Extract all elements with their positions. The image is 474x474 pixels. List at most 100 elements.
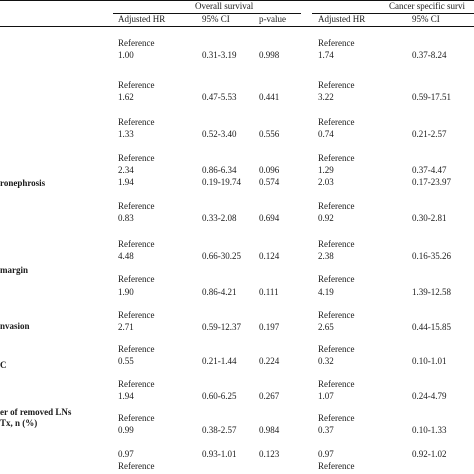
cell-os-adjusted-hr: 1.33 [118,129,134,139]
top-rule [0,0,474,1]
cell-css-adjusted-hr: Reference [318,153,355,163]
cell-os-adjusted-hr: Reference [118,461,155,471]
cell-css-adjusted-hr: 0.74 [318,129,334,139]
cell-css-adjusted-hr: Reference [318,461,355,471]
cell-css-adjusted-hr: Reference [318,310,355,320]
cell-css-95ci: 0.10-1.01 [412,356,447,366]
cell-os-adjusted-hr: 0.83 [118,213,134,223]
cell-os-p-value: 0.197 [259,322,280,332]
column-header-css-95ci: 95% CI [412,14,440,24]
row-label-tx-n-percent: Tx, n (%) [0,418,38,428]
cell-css-adjusted-hr: Reference [318,201,355,211]
cell-css-adjusted-hr: Reference [318,274,355,284]
cell-css-adjusted-hr: 0.92 [318,213,334,223]
cell-os-p-value: 0.224 [259,356,280,366]
cell-os-95ci: 0.52-3.40 [202,129,237,139]
cell-css-95ci: 0.44-15.85 [412,322,451,332]
cell-os-adjusted-hr: 1.00 [118,50,134,60]
cell-os-p-value: 0.123 [259,449,280,459]
cell-css-95ci: 0.37-8.24 [412,50,447,60]
cell-os-adjusted-hr: Reference [118,80,155,90]
cell-os-adjusted-hr: 0.97 [118,449,134,459]
row-label-invasion: nvasion [0,321,30,331]
cell-os-adjusted-hr: 1.94 [118,177,134,187]
cell-css-95ci: 0.37-4.47 [412,165,447,175]
row-label-hydronephrosis: ronephrosis [0,178,46,188]
cell-css-adjusted-hr: 1.74 [318,50,334,60]
cell-os-adjusted-hr: 0.99 [118,425,134,435]
column-header-os-adjusted-hr: Adjusted HR [118,14,166,24]
group-header-cancer-specific-survival: Cancer specific survi [389,1,465,11]
cell-os-adjusted-hr: 1.94 [118,391,134,401]
cell-css-adjusted-hr: 1.07 [318,391,334,401]
row-label-number-of-removed-lns: er of removed LNs [0,407,72,417]
cell-css-adjusted-hr: 0.32 [318,356,334,366]
cell-os-adjusted-hr: Reference [118,413,155,423]
cell-css-95ci: 0.24-4.79 [412,391,447,401]
cell-css-adjusted-hr: 3.22 [318,92,334,102]
cell-os-95ci: 0.86-6.34 [202,165,237,175]
cell-css-adjusted-hr: Reference [318,117,355,127]
column-header-os-p-value: p-value [259,14,286,24]
cell-css-adjusted-hr: Reference [318,413,355,423]
cell-css-95ci: 0.59-17.51 [412,92,451,102]
cell-os-adjusted-hr: 1.90 [118,287,134,297]
cell-os-p-value: 0.694 [259,213,280,223]
cell-os-adjusted-hr: Reference [118,379,155,389]
cell-css-95ci: 0.30-2.81 [412,213,447,223]
cell-css-adjusted-hr: Reference [318,38,355,48]
cell-os-95ci: 0.86-4.21 [202,287,237,297]
cell-os-95ci: 0.19-19.74 [202,177,241,187]
cell-css-adjusted-hr: 4.19 [318,287,334,297]
cell-os-p-value: 0.556 [259,129,280,139]
cell-os-adjusted-hr: Reference [118,38,155,48]
cell-os-p-value: 0.984 [259,425,280,435]
cell-os-p-value: 0.096 [259,165,280,175]
cell-os-adjusted-hr: Reference [118,310,155,320]
cell-css-adjusted-hr: Reference [318,239,355,249]
group-rule-cancer [312,13,474,14]
cell-os-adjusted-hr: 2.71 [118,322,134,332]
cell-css-95ci: 0.17-23.97 [412,177,451,187]
cell-os-95ci: 0.21-1.44 [202,356,237,366]
cell-css-95ci: 1.39-12.58 [412,287,451,297]
cell-css-adjusted-hr: 2.38 [318,251,334,261]
cell-css-adjusted-hr: 2.65 [318,322,334,332]
cell-os-p-value: 0.441 [259,92,280,102]
cell-css-adjusted-hr: Reference [318,80,355,90]
cell-os-95ci: 0.38-2.57 [202,425,237,435]
cell-css-adjusted-hr: Reference [318,344,355,354]
cell-os-adjusted-hr: Reference [118,344,155,354]
cell-os-p-value: 0.574 [259,177,280,187]
cell-os-p-value: 0.998 [259,50,280,60]
cell-os-95ci: 0.59-12.37 [202,322,241,332]
cell-os-adjusted-hr: Reference [118,201,155,211]
cell-os-p-value: 0.124 [259,251,280,261]
cell-os-95ci: 0.31-3.19 [202,50,237,60]
cell-css-adjusted-hr: 1.29 [318,165,334,175]
header-bottom-rule [0,26,474,27]
cell-os-adjusted-hr: 4.48 [118,251,134,261]
cell-os-95ci: 0.93-1.01 [202,449,237,459]
cell-css-95ci: 0.16-35.26 [412,251,451,261]
cell-os-adjusted-hr: Reference [118,153,155,163]
row-label-c: C [0,360,7,370]
cell-os-adjusted-hr: Reference [118,117,155,127]
cell-css-95ci: 0.10-1.33 [412,425,447,435]
group-rule-overall [113,13,301,14]
cell-os-adjusted-hr: 1.62 [118,92,134,102]
cell-css-adjusted-hr: 2.03 [318,177,334,187]
cell-os-adjusted-hr: Reference [118,274,155,284]
cell-css-adjusted-hr: Reference [318,379,355,389]
group-header-overall-survival: Overall survival [195,1,254,11]
cell-css-adjusted-hr: 0.97 [318,449,334,459]
cell-os-95ci: 0.60-6.25 [202,391,237,401]
cell-css-95ci: 0.92-1.02 [412,449,447,459]
row-label-surgical-margin: margin [0,265,28,275]
cell-os-adjusted-hr: 2.34 [118,165,134,175]
cell-os-95ci: 0.33-2.08 [202,213,237,223]
column-header-css-adjusted-hr: Adjusted HR [318,14,366,24]
cell-os-95ci: 0.47-5.53 [202,92,237,102]
cell-os-p-value: 0.111 [259,287,279,297]
cell-os-adjusted-hr: 0.55 [118,356,134,366]
